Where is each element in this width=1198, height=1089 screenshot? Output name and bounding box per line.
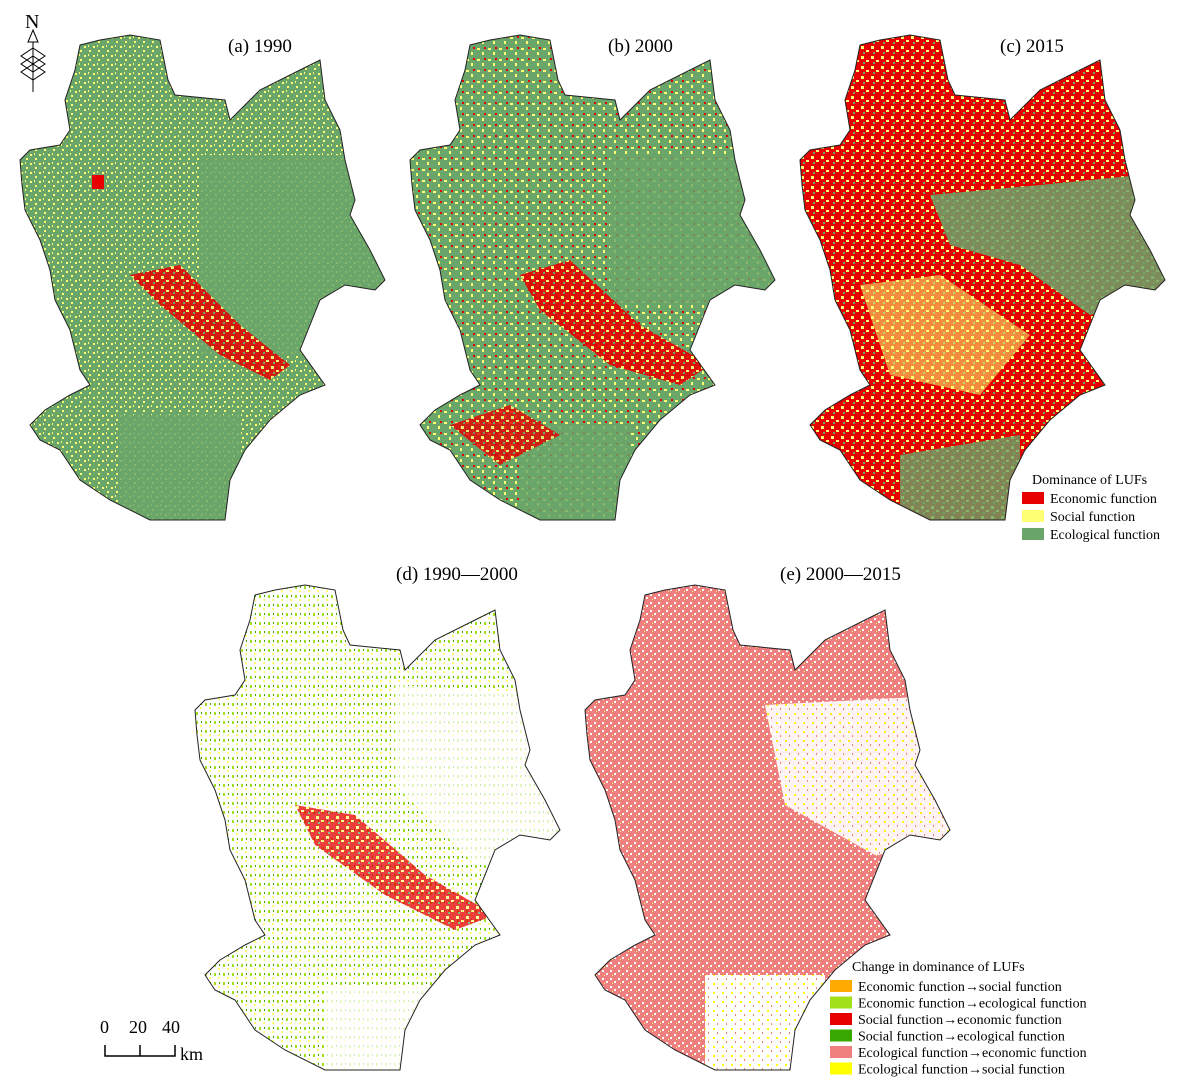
legend-title: Change in dominance of LUFs [852, 960, 1025, 975]
legend-swatch [830, 1046, 852, 1058]
scale-bar: 0 20 40 km [100, 1017, 203, 1064]
legend-swatch [830, 1062, 852, 1075]
scale-label: 20 [129, 1017, 147, 1037]
map-c [799, 34, 1166, 521]
scale-label: 40 [162, 1017, 180, 1037]
legend-label: Social function→ecological function [858, 1030, 1065, 1045]
legend-swatch [830, 1029, 852, 1042]
legend-label: Economic function→social function [858, 980, 1062, 995]
legend-label: Ecological function→economic function [858, 1046, 1087, 1061]
north-label: N [25, 11, 39, 33]
legend-swatch [1022, 510, 1044, 522]
legend-label: Ecological function [1050, 528, 1160, 543]
legend-swatch [830, 980, 852, 992]
map-b [409, 34, 776, 521]
legend-swatch [830, 1013, 852, 1025]
north-arrow: N [20, 11, 46, 92]
scale-unit: km [180, 1044, 203, 1064]
legend-label: Social function→economic function [858, 1013, 1062, 1028]
panel-title: (c) 2015 [1000, 36, 1064, 57]
legend-label: Ecological function→social function [858, 1063, 1065, 1078]
map-d [194, 584, 561, 1071]
legend-swatch [1022, 528, 1044, 540]
legend-label: Economic function→ecological function [858, 997, 1087, 1012]
panel-title: (a) 1990 [228, 36, 292, 57]
legend-label: Social function [1050, 510, 1135, 525]
panel-title: (b) 2000 [608, 36, 673, 57]
legend-swatch [1022, 492, 1044, 504]
legend-label: Economic function [1050, 492, 1157, 507]
scale-label: 0 [100, 1017, 109, 1037]
panel-title: (e) 2000—2015 [780, 564, 901, 585]
panel-title: (d) 1990—2000 [396, 564, 518, 585]
map-a [19, 34, 386, 521]
legend-title: Dominance of LUFs [1032, 473, 1147, 488]
legend-swatch [830, 996, 852, 1009]
